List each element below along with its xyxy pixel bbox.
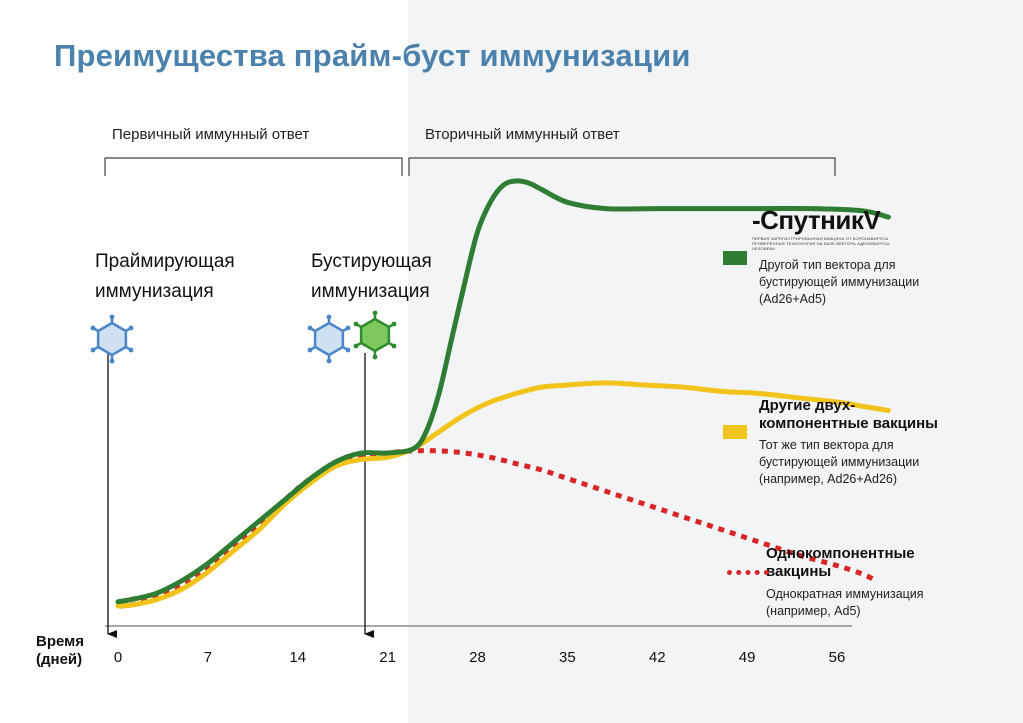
left-background — [0, 0, 408, 723]
primary-phase-label: Первичный иммунный ответ — [112, 126, 310, 143]
legend-desc-sputnik-line-3: (Ad26+Ad5) — [759, 292, 827, 306]
legend-title-single: Однокомпонентные вакцины — [766, 545, 915, 581]
page-title: Преимущества прайм-буст иммунизации — [54, 38, 691, 73]
secondary-phase-bracket — [408, 157, 836, 176]
legend-desc-single: Однократная иммунизация (например, Ad5) — [766, 586, 924, 620]
logo-subtitle-line-2: ПРОВЕРЕННАЯ ТЕХНОЛОГИЯ НА БАЗЕ ВЕКТОРА А… — [752, 241, 890, 251]
prime-label-line-1: Праймирующая — [95, 251, 235, 272]
x-tick-label: 28 — [469, 649, 486, 666]
x-tick-label: 42 — [648, 649, 666, 666]
legend-desc-two-component-line-3: (например, Ad26+Ad26) — [759, 472, 898, 486]
virus-icon-prime — [90, 314, 134, 364]
x-axis-label-line-2: (дней) — [36, 651, 83, 668]
x-axis-label-line-1: Время — [36, 633, 84, 650]
prime-label: Праймирующая иммунизация — [95, 247, 235, 307]
logo-subtitle-line-1: ПЕРВАЯ ЗАРЕГИСТРИРОВАННАЯ ВАКЦИНА ОТ КОР… — [752, 236, 889, 241]
primary-phase-bracket — [104, 157, 403, 176]
series-line-sputnik — [115, 178, 891, 605]
legend-title-two-component-line-2: компонентные вакцины — [759, 415, 938, 432]
x-tick-label: 21 — [379, 649, 396, 666]
sputnik-v-logo-subtitle: ПЕРВАЯ ЗАРЕГИСТРИРОВАННАЯ ВАКЦИНА ОТ КОР… — [752, 236, 900, 251]
legend-desc-two-component: Тот же тип вектора для бустирующей иммун… — [759, 437, 919, 488]
legend-title-single-line-1: Однокомпонентные — [766, 545, 915, 562]
legend-desc-sputnik: Другой тип вектора для бустирующей иммун… — [759, 257, 919, 308]
series-lines — [115, 178, 891, 609]
x-tick-label: 35 — [559, 649, 576, 666]
legend-title-two-component-line-1: Другие двух- — [759, 397, 856, 414]
legend-desc-sputnik-line-1: Другой тип вектора для — [759, 258, 896, 272]
legend-swatch-two-component — [723, 425, 747, 439]
x-tick-label: 7 — [203, 649, 213, 666]
legend-desc-two-component-line-2: бустирующей иммунизации — [759, 455, 920, 469]
virus-icon-boost-green — [353, 310, 397, 360]
legend-swatch-single — [727, 570, 769, 575]
x-tick-label: 0 — [113, 649, 123, 666]
legend-desc-sputnik-line-2: бустирующей иммунизации — [759, 275, 920, 289]
virus-icon-boost-blue — [307, 314, 351, 364]
legend-title-two-component: Другие двух- компонентные вакцины — [759, 397, 938, 433]
boost-label-line-2: иммунизация — [311, 281, 430, 302]
x-tick-label: 56 — [828, 649, 846, 666]
legend-desc-single-line-2: (например, Ad5) — [766, 604, 861, 618]
prime-label-line-2: иммунизация — [95, 281, 214, 302]
legend-swatch-sputnik — [723, 251, 747, 265]
legend-desc-single-line-1: Однократная иммунизация — [766, 587, 924, 601]
right-background — [408, 0, 1023, 723]
sputnik-v-logo-text: -СпутникV — [752, 205, 881, 235]
boost-label-line-1: Бустирующая — [311, 251, 432, 272]
secondary-phase-label: Вторичный иммунный ответ — [425, 126, 620, 143]
series-line-two-component — [115, 380, 891, 609]
sputnik-v-logo: -СпутникV ПЕРВАЯ ЗАРЕГИСТРИРОВАННАЯ ВАКЦ… — [752, 206, 900, 251]
x-tick-label: 49 — [738, 649, 756, 666]
boost-label: Бустирующая иммунизация — [311, 247, 432, 307]
x-axis-label: Время (дней) — [36, 633, 84, 669]
legend-title-single-line-2: вакцины — [766, 563, 832, 580]
x-tick-label: 14 — [289, 649, 307, 666]
legend-desc-two-component-line-1: Тот же тип вектора для — [759, 438, 894, 452]
